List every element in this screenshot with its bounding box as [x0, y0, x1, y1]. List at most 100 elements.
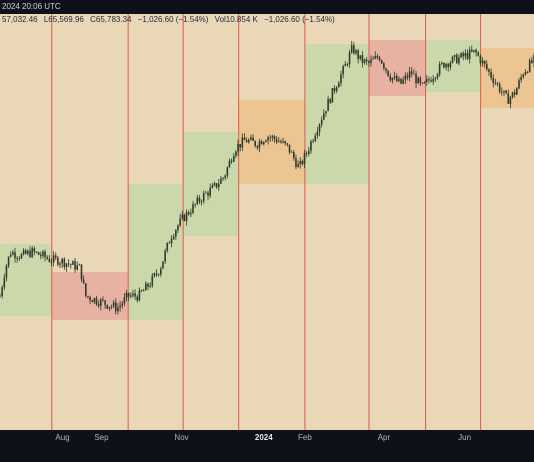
candle [415, 70, 417, 89]
candle [468, 46, 471, 64]
candle-body [434, 77, 437, 79]
candle [20, 252, 23, 260]
candle [115, 298, 117, 315]
candle-body [486, 64, 488, 70]
zone-green-5 [304, 44, 369, 184]
candle [181, 210, 184, 221]
candle [318, 123, 321, 137]
candle [149, 282, 151, 289]
candle [245, 137, 248, 143]
candle [419, 76, 422, 87]
candle [54, 252, 57, 261]
candle-body [237, 143, 239, 152]
candle-body [327, 98, 329, 112]
candle-body [413, 73, 415, 75]
candle [9, 251, 12, 258]
x-tick-2024: 2024 [254, 433, 273, 442]
candle [363, 58, 366, 65]
candle [138, 287, 141, 302]
candle-body [316, 131, 319, 136]
candle-body [121, 303, 124, 306]
candle-body [183, 214, 186, 221]
candle [130, 292, 132, 299]
candle-body [9, 254, 12, 257]
candle-body [471, 49, 473, 52]
zone-orange-8 [480, 48, 534, 108]
candle-body [286, 143, 289, 145]
candle [108, 306, 111, 312]
candle-body [522, 74, 525, 78]
candle-body [481, 60, 484, 64]
candle-body [331, 88, 334, 103]
candle [277, 137, 280, 143]
candle [516, 86, 518, 95]
candle-body [445, 63, 447, 68]
candle [37, 251, 40, 256]
candle [400, 78, 402, 85]
candle [475, 48, 477, 57]
x-axis[interactable]: Aug Sep Nov 2024 Feb Apr Jun [0, 430, 534, 462]
candle-body [516, 88, 518, 95]
candle [425, 75, 428, 86]
candle [104, 300, 106, 309]
candle [82, 275, 85, 284]
candle [447, 62, 450, 72]
candle-body [389, 76, 392, 81]
price-chart [0, 14, 534, 430]
candle [464, 49, 467, 60]
candle [119, 300, 121, 312]
candle [237, 139, 239, 156]
candle [393, 71, 396, 80]
chart-top-bar: 2024 20:06 UTC [0, 0, 534, 14]
candle [200, 199, 203, 206]
candle [365, 56, 368, 66]
candle [254, 140, 257, 148]
candle [39, 251, 42, 260]
candle [185, 209, 188, 226]
candle [24, 248, 27, 255]
candle-body [202, 192, 205, 202]
candle [531, 56, 533, 64]
candle [110, 304, 113, 310]
candle-body [52, 255, 55, 263]
candle-body [393, 76, 396, 78]
candle [498, 81, 501, 94]
candle-body [14, 252, 16, 259]
candle-body [406, 75, 409, 78]
candle [262, 141, 265, 146]
candle [286, 143, 289, 147]
candle [526, 70, 529, 74]
candle [488, 68, 490, 76]
candle [445, 62, 447, 71]
candle-body [451, 56, 454, 63]
candle [1, 285, 3, 299]
candle [483, 60, 486, 69]
candle-body [258, 141, 261, 148]
candle-body [235, 151, 237, 157]
candle-body [290, 151, 293, 153]
candle-body [29, 250, 31, 257]
candle-body [256, 146, 259, 148]
candle [183, 213, 186, 222]
candle [157, 273, 160, 277]
ohlc-volume: Vol10.854 K [214, 15, 258, 24]
candle-body [97, 304, 100, 306]
candle-body [112, 302, 115, 307]
candle [398, 76, 400, 83]
candle-body [123, 297, 126, 304]
candle-body [82, 279, 85, 284]
candle [213, 181, 216, 187]
candle-body [408, 71, 411, 78]
candle-body [378, 57, 381, 61]
candle-body [166, 242, 169, 251]
candle-body [160, 268, 162, 275]
candle-body [7, 256, 10, 266]
candle [323, 109, 325, 121]
candle-body [110, 306, 113, 308]
candle-body [333, 88, 336, 91]
candle-body [228, 160, 231, 168]
candle [132, 289, 134, 298]
candle-body [42, 251, 44, 257]
candle-body [181, 214, 184, 219]
candle [355, 48, 357, 56]
